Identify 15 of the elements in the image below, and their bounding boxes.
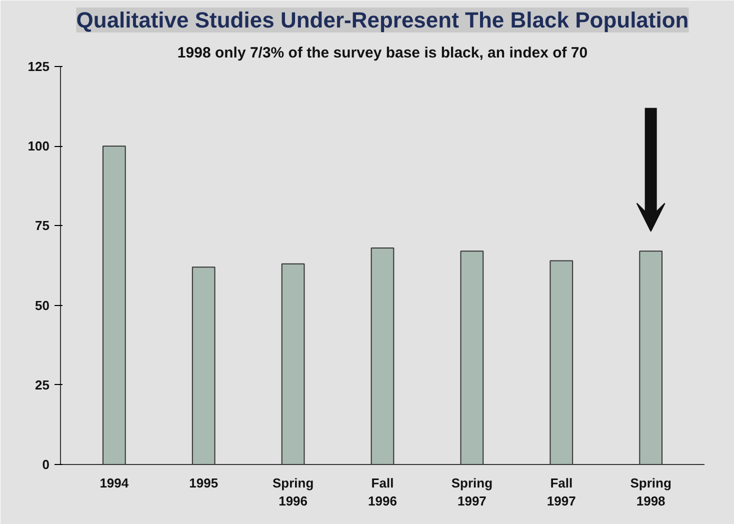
chart-title: Qualitative Studies Under-Represent The Black Population	[76, 8, 689, 32]
y-tick-label: 25	[35, 377, 50, 392]
y-tick-label: 125	[28, 59, 50, 74]
x-tick-label: Fall 1997	[546, 476, 576, 508]
y-tick-label: 100	[28, 138, 50, 154]
y-tick-label: 75	[35, 218, 50, 234]
x-tick-label: Spring 1998	[630, 476, 672, 508]
x-tick-label: Spring 1997	[451, 476, 493, 508]
x-tick-label: 1995	[189, 476, 218, 490]
y-tick-label: 50	[35, 298, 50, 313]
y-tick-label: 0	[42, 457, 50, 472]
chart-subtitle: 1998 only 7/3% of the survey base is black, an index of 70	[177, 44, 588, 62]
x-tick-label: Spring 1996	[272, 476, 314, 508]
x-tick-label: 1994	[100, 476, 130, 490]
x-tick-label: Fall 1996	[368, 476, 397, 508]
